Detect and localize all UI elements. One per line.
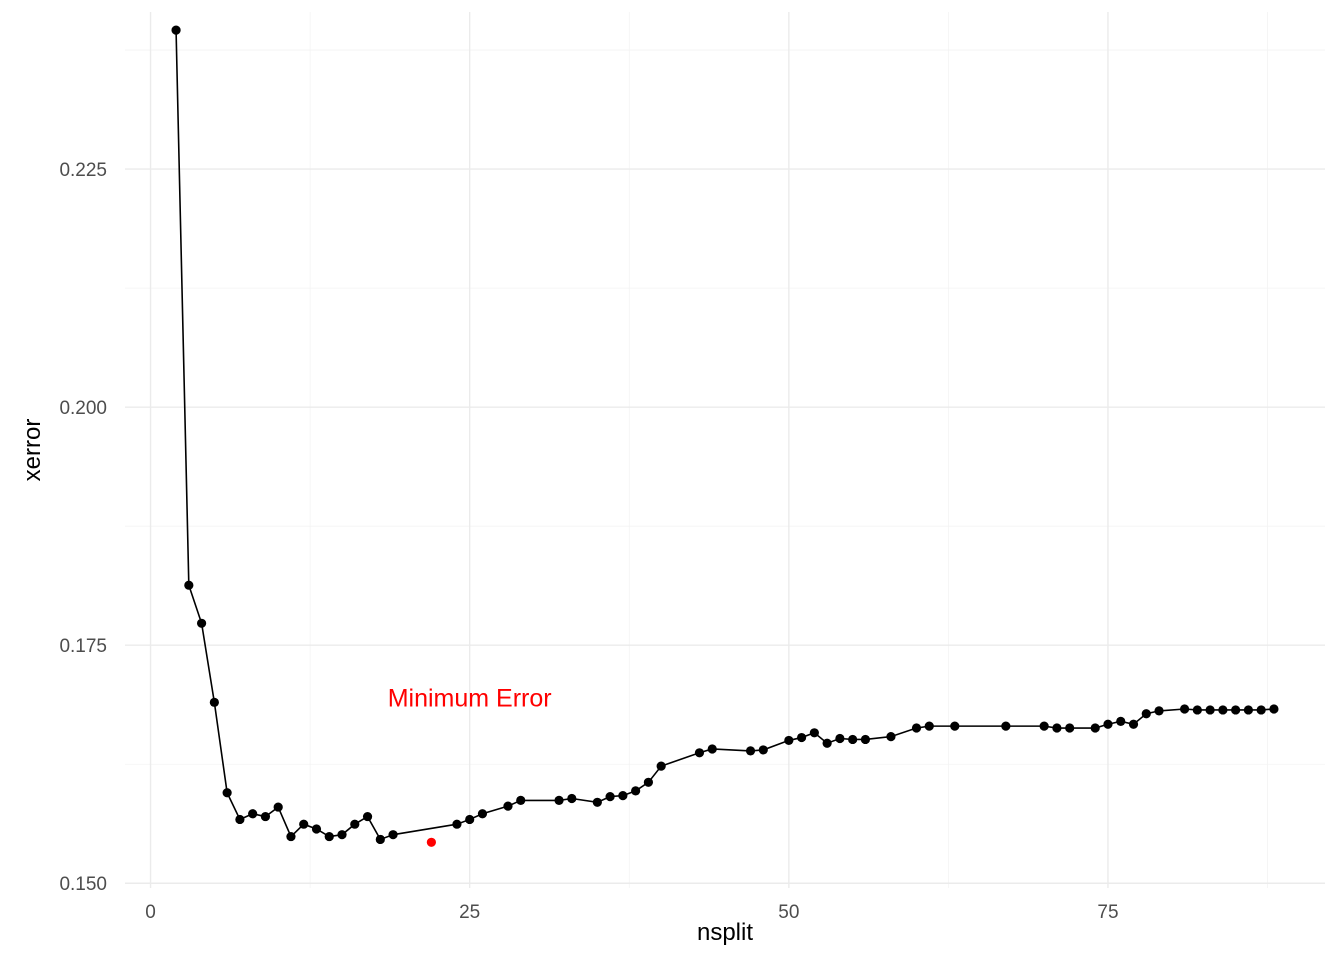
data-point: [656, 761, 666, 771]
data-point: [860, 734, 871, 745]
data-point: [388, 830, 398, 840]
data-point: [516, 795, 526, 806]
x-tick-label: 75: [1097, 902, 1118, 923]
series-line: [175, 30, 1274, 841]
data-point: [1128, 719, 1139, 729]
data-point: [1205, 705, 1215, 715]
data-point: [324, 831, 334, 842]
data-point: [337, 830, 347, 840]
data-point: [273, 802, 283, 812]
data-point: [554, 795, 564, 806]
data-point: [694, 748, 705, 758]
data-point: [924, 721, 934, 731]
data-point: [1141, 709, 1151, 719]
data-point: [1039, 721, 1049, 731]
data-point: [567, 793, 577, 804]
data-point: [235, 814, 245, 825]
data-point: [1256, 705, 1266, 715]
data-point: [1243, 705, 1254, 715]
y-tick-label: 0.175: [59, 636, 107, 657]
data-point: [822, 738, 832, 748]
data-point: [758, 745, 768, 755]
x-tick-label: 50: [778, 902, 799, 923]
data-point: [1192, 705, 1202, 715]
annotation-minimum-error: Minimum Error: [388, 685, 552, 713]
line-layer: [175, 30, 1274, 841]
y-axis-title: xerror: [19, 419, 46, 482]
data-point: [745, 746, 756, 756]
data-point: [1179, 704, 1190, 714]
minimum-error-point: [426, 837, 436, 847]
data-point: [1052, 723, 1062, 733]
y-tick-label: 0.150: [59, 874, 107, 895]
data-point: [886, 732, 896, 742]
grid-layer: [125, 12, 1325, 888]
data-point: [196, 618, 207, 628]
data-point: [809, 728, 819, 738]
tick-layer: 0 25 50 75 0.150 0.175 0.200 0.225: [59, 160, 1118, 923]
y-tick-label: 0.225: [59, 160, 107, 181]
data-point: [707, 744, 717, 754]
data-point: [848, 734, 858, 745]
data-point: [1001, 721, 1011, 731]
data-point: [286, 831, 296, 842]
data-point: [1090, 723, 1100, 733]
data-point: [452, 819, 462, 829]
data-point: [311, 824, 322, 834]
data-point: [503, 801, 513, 811]
data-point: [222, 788, 232, 798]
data-point: [1218, 705, 1228, 715]
data-point: [1103, 719, 1113, 729]
data-point: [299, 819, 309, 829]
x-axis-title: nsplit: [697, 919, 753, 946]
data-point: [605, 791, 615, 802]
data-point: [184, 580, 194, 590]
data-point: [209, 697, 219, 707]
data-point: [796, 732, 807, 743]
point-layer: [171, 25, 1279, 847]
data-point: [465, 814, 475, 825]
data-point: [1269, 704, 1279, 714]
data-point: [950, 721, 960, 731]
data-point: [248, 809, 258, 819]
data-point: [260, 811, 271, 822]
data-point: [643, 777, 654, 787]
data-point: [835, 733, 845, 744]
data-point: [171, 25, 181, 35]
data-point: [911, 723, 922, 733]
data-point: [784, 735, 794, 746]
x-tick-label: 0: [145, 902, 156, 923]
data-point: [375, 834, 385, 845]
data-point: [477, 809, 488, 819]
x-tick-label: 25: [459, 902, 480, 923]
y-tick-label: 0.200: [59, 398, 107, 419]
data-point: [1065, 723, 1075, 733]
data-point: [350, 819, 360, 829]
data-point: [1154, 706, 1164, 716]
data-point: [631, 786, 641, 796]
data-point: [362, 811, 373, 822]
data-point: [1116, 716, 1126, 726]
data-point: [618, 791, 628, 801]
data-point: [592, 797, 602, 807]
data-point: [1231, 705, 1241, 715]
